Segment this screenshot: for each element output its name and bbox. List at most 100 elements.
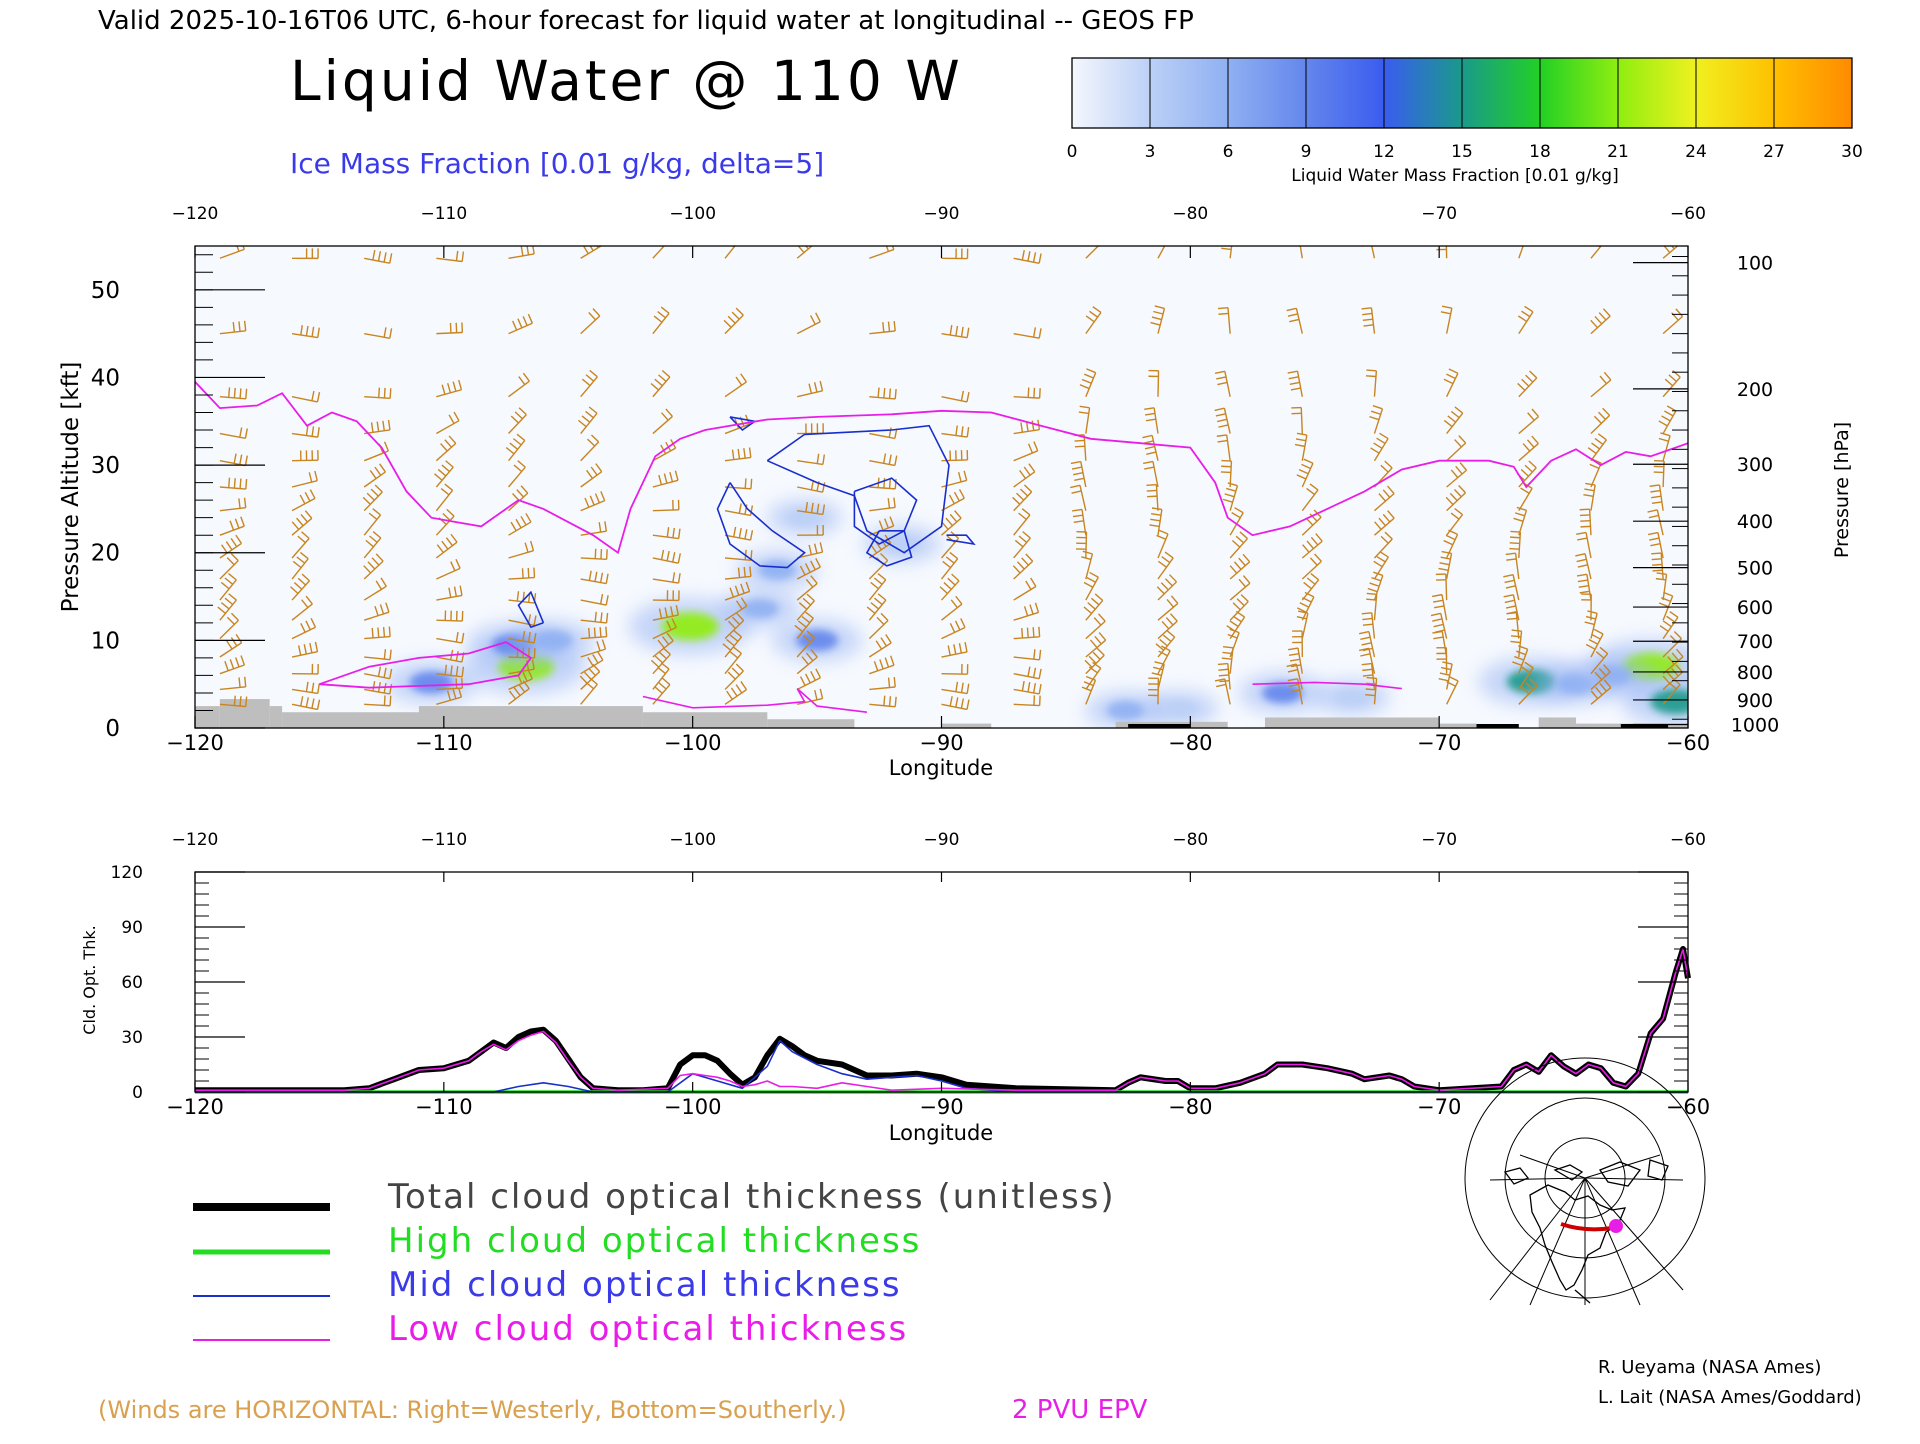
terrain-block [942, 724, 992, 728]
wind-barb-feather [1146, 485, 1156, 486]
legend-label-total: Total cloud optical thickness (unitless) [387, 1177, 1116, 1217]
colorbar-tick-label: 0 [1067, 142, 1078, 162]
wind-barb-feather [372, 628, 373, 638]
wind-barb-feather [1366, 376, 1376, 377]
pressure-tick-label: 400 [1737, 511, 1773, 533]
wind-barb-feather [734, 232, 742, 238]
pressure-tick-label: 700 [1737, 631, 1773, 653]
wind-barb-feather [1033, 627, 1034, 637]
y-tick-label: 90 [121, 918, 143, 938]
wind-barb-feather [1147, 496, 1157, 497]
wind-barb-feather [240, 388, 241, 398]
x-tick-label-top: −110 [420, 830, 467, 850]
wind-barb-feather [234, 388, 235, 398]
wind-barb-feather [894, 677, 895, 687]
liquid-water-core [1650, 689, 1700, 714]
wind-barb-feather [730, 236, 738, 242]
wind-barb-feather [390, 388, 391, 398]
colorbar-segment [1384, 58, 1463, 128]
wind-barb-feather [1652, 570, 1662, 571]
optical-thickness-panel: −120−120−110−110−100−100−90−90−80−80−70−… [80, 830, 1710, 1145]
wind-barb-feather [1652, 559, 1662, 560]
wind-barb-feather [1147, 490, 1157, 491]
colorbar-segment [1774, 58, 1853, 128]
wind-barb-feather [1580, 515, 1590, 516]
x-tick-label: −70 [1417, 731, 1461, 755]
wind-barb-feather [1218, 308, 1228, 309]
wind-barb-feather [234, 696, 235, 706]
wind-barb-feather [1581, 526, 1591, 527]
x-tick-label: −120 [166, 1095, 224, 1119]
wind-barb-feather [1027, 628, 1028, 638]
wind-barb-feather [1034, 388, 1035, 398]
wind-barb-feather [1652, 564, 1662, 565]
x-tick-label: −110 [415, 731, 473, 755]
wind-barb-feather [1218, 313, 1228, 314]
wind-barb-feather [890, 389, 891, 399]
liquid-water-core [741, 599, 779, 618]
x-tick-label-top: −110 [420, 204, 467, 224]
liquid-water-core [1262, 683, 1303, 703]
wind-barb-feather [1218, 669, 1228, 670]
terrain-block [195, 706, 220, 728]
y-tick-label: 120 [111, 863, 143, 883]
wind-barb-feather [384, 388, 385, 398]
wind-barb-feather [1040, 388, 1041, 398]
wind-barb-feather [1093, 237, 1100, 244]
liquid-water-core [1335, 688, 1370, 706]
wind-barb-feather [589, 628, 590, 638]
wind-barb-feather [606, 627, 607, 637]
x-tick-label: −80 [1168, 1095, 1212, 1119]
wind-barb-feather [1510, 543, 1520, 544]
terrain-block [282, 712, 431, 728]
colorbar-tick-label: 6 [1223, 142, 1234, 162]
wind-barb-feather [744, 567, 745, 577]
colorbar-tick-label: 24 [1685, 142, 1707, 162]
wind-barb-feather [1162, 231, 1171, 236]
pvu-legend-label: 2 PVU EPV [1012, 1395, 1148, 1425]
wind-barb-feather [745, 478, 746, 488]
wind-barb-feather [595, 549, 596, 559]
wind-barb-feather [1366, 689, 1376, 690]
colorbar-tick-label: 12 [1373, 142, 1395, 162]
wind-barb-feather [234, 478, 235, 488]
wind-barb-feather [379, 388, 380, 398]
wind-barb-feather [1510, 537, 1520, 538]
wind-barb-feather [1360, 238, 1370, 240]
wind-barb-feather [895, 697, 896, 707]
x-tick-label-top: −80 [1172, 830, 1208, 850]
colorbar-tick-label: 21 [1607, 142, 1629, 162]
pressure-tick-label: 900 [1737, 690, 1773, 712]
x-tick-label: −90 [919, 731, 963, 755]
y-tick-label: 60 [121, 973, 143, 993]
wind-barb-feather [456, 678, 457, 688]
wind-barb-feather [384, 695, 385, 705]
x-tick-label-top: −120 [172, 830, 219, 850]
terrain-block [643, 712, 767, 728]
x-tick-label: −90 [919, 1095, 963, 1119]
wind-barb-feather [240, 479, 241, 489]
valid-time-line: Valid 2025-10-16T06 UTC, 6-hour forecast… [98, 6, 1194, 36]
wind-barb-staff [653, 510, 679, 511]
chart-title: Liquid Water @ 110 W [290, 49, 963, 113]
colorbar-label: Liquid Water Mass Fraction [0.01 g/kg] [1291, 166, 1618, 186]
pressure-tick-label: 1000 [1731, 714, 1779, 736]
wind-barb-feather [598, 236, 603, 245]
wind-barb-staff [292, 460, 318, 461]
wind-barb-feather [1580, 521, 1590, 522]
wind-barb-feather [884, 478, 885, 488]
wind-barb-feather [534, 568, 535, 578]
wind-barb-feather [1219, 675, 1229, 676]
x-tick-label-top: −90 [924, 830, 960, 850]
wind-barb-feather [1219, 681, 1229, 682]
wind-barb-feather [884, 696, 885, 706]
colorbar-segment [1306, 58, 1385, 128]
wind-barb-feather [1367, 678, 1377, 679]
pressure-tick-label: 600 [1737, 597, 1773, 619]
cross-section-panel: −120−120−110−110−100−100−90−90−80−80−70−… [58, 204, 1853, 780]
wind-barb-feather [229, 387, 230, 397]
wind-barb-feather [1075, 440, 1085, 441]
terrain-block [419, 706, 643, 728]
